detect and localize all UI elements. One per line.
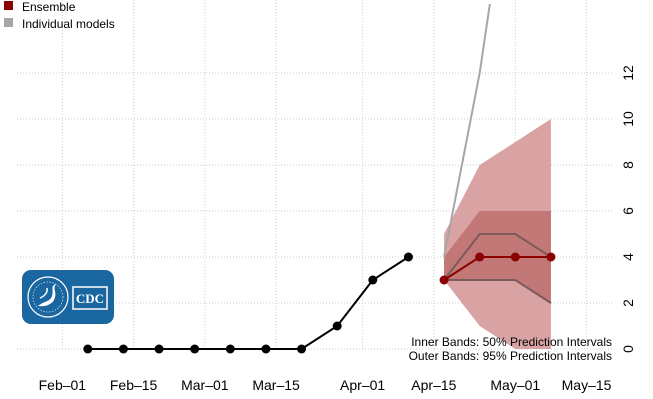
- y-axis: 0 2 4 6 8 10 12: [620, 65, 636, 353]
- observed-point-5: [261, 344, 271, 354]
- band-annotations: Inner Bands: 50% Prediction Intervals Ou…: [409, 335, 612, 363]
- annotation-inner-bands: Inner Bands: 50% Prediction Intervals: [411, 335, 612, 349]
- individual-model-line-0: [443, 3, 491, 258]
- y-tick-label-1: 2: [620, 299, 636, 307]
- cdc-logo-box: [72, 286, 108, 310]
- band-inner-line-upper: [443, 233, 552, 281]
- ensemble-point-0: [439, 275, 449, 285]
- y-tick-label-5: 10: [620, 111, 636, 127]
- x-axis: Feb–01 Feb–15 Mar–01 Mar–15 Apr–01 Apr–15 May–…: [39, 377, 612, 393]
- legend: Ensemble Individual models: [4, 0, 115, 31]
- legend-swatch-individual-models: [4, 18, 13, 27]
- x-tick-label-6: May–01: [490, 377, 540, 393]
- ensemble-series: [439, 252, 556, 285]
- individual-model-lines: [443, 3, 491, 258]
- observed-point-7: [332, 321, 342, 331]
- x-tick-label-5: Apr–15: [411, 377, 456, 393]
- observed-point-8: [368, 275, 378, 285]
- y-tick-label-4: 8: [620, 161, 636, 169]
- hhs-seal-icon: [27, 276, 69, 318]
- y-tick-label-6: 12: [620, 65, 636, 81]
- observed-point-2: [154, 344, 164, 354]
- observed-point-4: [225, 344, 235, 354]
- observed-point-0: [83, 344, 93, 354]
- band-inner-line-lower: [444, 279, 552, 304]
- y-tick-label-2: 4: [620, 253, 636, 261]
- observed-point-3: [190, 344, 200, 354]
- x-tick-label-7: May–15: [562, 377, 612, 393]
- ensemble-point-3: [546, 252, 556, 262]
- observed-line: [87, 256, 409, 350]
- annotation-outer-bands: Outer Bands: 95% Prediction Intervals: [409, 349, 612, 363]
- y-tick-label-0: 0: [620, 345, 636, 353]
- ensemble-point-2: [510, 252, 520, 262]
- x-tick-label-1: Feb–15: [110, 377, 158, 393]
- cdc-logo: CDC: [22, 270, 114, 324]
- y-tick-label-3: 6: [620, 207, 636, 215]
- observed-point-6: [297, 344, 307, 354]
- observed-point-9: [403, 252, 413, 262]
- prediction-bands: [443, 119, 552, 349]
- legend-label-ensemble: Ensemble: [22, 0, 76, 14]
- x-tick-label-4: Apr–01: [340, 377, 385, 393]
- legend-label-individual-models: Individual models: [22, 17, 115, 31]
- observed-series: [83, 252, 413, 354]
- observed-point-1: [118, 344, 128, 354]
- x-tick-label-0: Feb–01: [39, 377, 87, 393]
- x-tick-label-2: Mar–01: [181, 377, 229, 393]
- ensemble-point-1: [475, 252, 485, 262]
- x-tick-label-3: Mar–15: [252, 377, 300, 393]
- ensemble-line: [443, 256, 551, 281]
- legend-swatch-ensemble: [4, 1, 13, 10]
- cdc-logo-text: CDC: [76, 291, 104, 306]
